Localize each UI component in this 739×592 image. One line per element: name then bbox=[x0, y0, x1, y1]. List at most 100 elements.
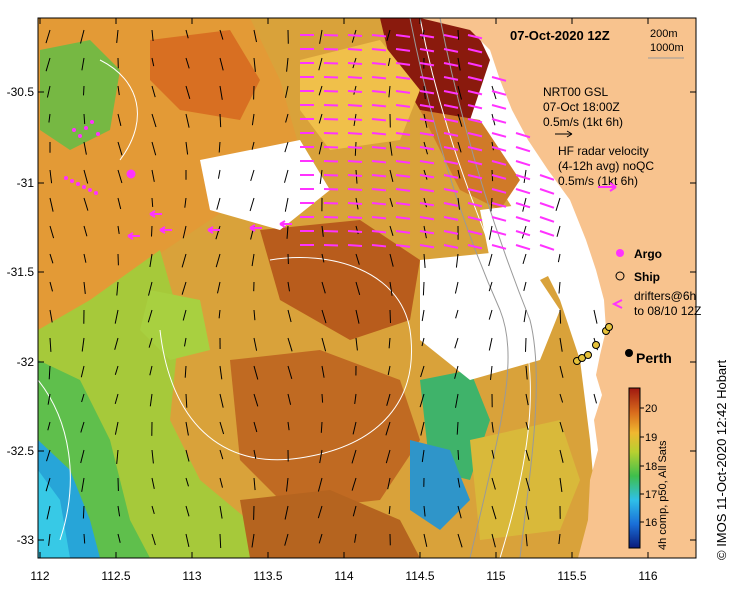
hf-arrow bbox=[347, 34, 363, 37]
hf-arrow bbox=[443, 48, 459, 53]
gsl-arrow bbox=[420, 421, 425, 436]
gsl-arrow bbox=[457, 141, 462, 153]
gsl-arrow bbox=[455, 309, 459, 319]
gsl-arrow bbox=[151, 197, 154, 207]
hf-arrow bbox=[347, 48, 363, 51]
gsl-arrow bbox=[488, 337, 493, 351]
hf-arrow bbox=[347, 104, 363, 107]
hf-arrow bbox=[419, 132, 435, 137]
gsl-arrow bbox=[286, 225, 289, 239]
gsl-arrow bbox=[219, 477, 223, 488]
gsl-arrow bbox=[49, 337, 52, 352]
gsl-arrow bbox=[321, 365, 325, 378]
gsl-arrow bbox=[488, 309, 493, 320]
gsl-arrow bbox=[117, 533, 121, 543]
hf-arrow bbox=[467, 34, 483, 40]
gsl-arrow bbox=[49, 309, 53, 323]
hf-arrow bbox=[395, 118, 411, 122]
gsl-legend-line3: 0.5m/s (1kt 6h) bbox=[543, 115, 623, 129]
gsl-arrow bbox=[114, 309, 119, 324]
credit-text: © IMOS 11-Oct-2020 12:42 Hobart bbox=[714, 360, 729, 560]
gsl-arrow bbox=[387, 57, 391, 66]
hf-arrow bbox=[347, 174, 363, 177]
gsl-arrow bbox=[457, 169, 461, 179]
colorbar-tick-label: 16 bbox=[645, 517, 657, 529]
x-tick-label: 113.5 bbox=[253, 569, 282, 583]
hf-arrow bbox=[467, 188, 483, 194]
gsl-arrow bbox=[184, 337, 187, 347]
gsl-arrow bbox=[317, 505, 323, 519]
hf-arrow bbox=[515, 160, 531, 167]
gsl-arrow bbox=[319, 169, 323, 184]
gsl-arrow bbox=[45, 57, 51, 72]
hf-legend-arrow-icon bbox=[598, 182, 617, 192]
hf-radar-arrows bbox=[127, 34, 555, 251]
hf-arrow bbox=[371, 188, 387, 192]
gsl-arrow bbox=[117, 505, 121, 517]
gsl-arrow bbox=[284, 169, 289, 183]
gsl-arrow bbox=[151, 225, 153, 237]
gsl-arrow bbox=[385, 449, 391, 464]
y-tick-label: -32.5 bbox=[7, 444, 35, 458]
gsl-arrow bbox=[287, 365, 293, 380]
gsl-arrow bbox=[490, 365, 493, 380]
hf-arrow bbox=[491, 202, 507, 208]
gsl-arrow bbox=[423, 197, 427, 208]
x-tick-label: 113 bbox=[182, 569, 201, 583]
gsl-arrow bbox=[321, 337, 327, 352]
hf-arrow bbox=[419, 244, 435, 249]
drifter-tracks bbox=[64, 120, 100, 195]
hf-arrow bbox=[395, 188, 411, 192]
hf-arrow bbox=[467, 118, 483, 124]
gsl-arrow bbox=[320, 421, 323, 433]
gsl-arrow bbox=[253, 29, 257, 43]
gsl-arrow bbox=[456, 421, 459, 435]
gsl-arrow bbox=[457, 113, 463, 127]
gsl-arrow bbox=[46, 449, 51, 462]
gsl-arrow bbox=[355, 337, 358, 351]
colorbar-tick-label: 19 bbox=[645, 432, 657, 444]
gsl-arrow bbox=[287, 281, 290, 292]
gsl-arrow bbox=[45, 477, 51, 492]
gsl-arrow bbox=[219, 505, 223, 519]
gsl-arrow bbox=[80, 421, 85, 433]
hf-arrow bbox=[395, 104, 411, 108]
hf-arrow bbox=[395, 244, 411, 248]
hf-arrow bbox=[347, 188, 363, 191]
gsl-arrow bbox=[593, 393, 597, 404]
gsl-arrow bbox=[321, 281, 326, 294]
hf-arrow bbox=[371, 174, 387, 178]
gsl-arrow bbox=[318, 85, 323, 96]
hf-arrow bbox=[467, 202, 483, 208]
gsl-arrow bbox=[253, 337, 258, 351]
colorbar-tick-label: 20 bbox=[645, 403, 657, 415]
hf-arrow bbox=[249, 224, 262, 232]
gsl-arrow bbox=[46, 505, 51, 520]
gsl-arrow bbox=[387, 365, 391, 376]
gsl-arrow bbox=[49, 225, 55, 239]
hf-arrow bbox=[467, 174, 483, 180]
hf-arrow bbox=[347, 244, 363, 247]
hf-arrow bbox=[443, 118, 459, 123]
gsl-arrow bbox=[81, 57, 85, 71]
gsl-arrow bbox=[49, 253, 54, 264]
gsl-arrow bbox=[488, 225, 493, 240]
hf-arrow bbox=[467, 48, 483, 54]
gsl-arrow bbox=[287, 309, 292, 323]
hf-arrow bbox=[371, 34, 387, 38]
hf-arrow bbox=[371, 48, 387, 52]
gsl-arrow bbox=[151, 141, 157, 156]
hf-arrow bbox=[371, 76, 387, 80]
gsl-arrow bbox=[219, 365, 223, 380]
gsl-arrow bbox=[215, 253, 221, 268]
gsl-arrow bbox=[253, 309, 256, 321]
gsl-arrow bbox=[49, 281, 53, 292]
x-tick-label: 112.5 bbox=[101, 569, 130, 583]
hf-arrow bbox=[467, 244, 483, 250]
hf-arrow bbox=[395, 230, 411, 234]
hf-arrow bbox=[491, 90, 507, 96]
hf-arrow bbox=[491, 118, 507, 124]
gsl-arrow bbox=[149, 253, 153, 268]
argo-float-marker bbox=[126, 169, 136, 179]
gsl-arrow bbox=[386, 29, 391, 42]
